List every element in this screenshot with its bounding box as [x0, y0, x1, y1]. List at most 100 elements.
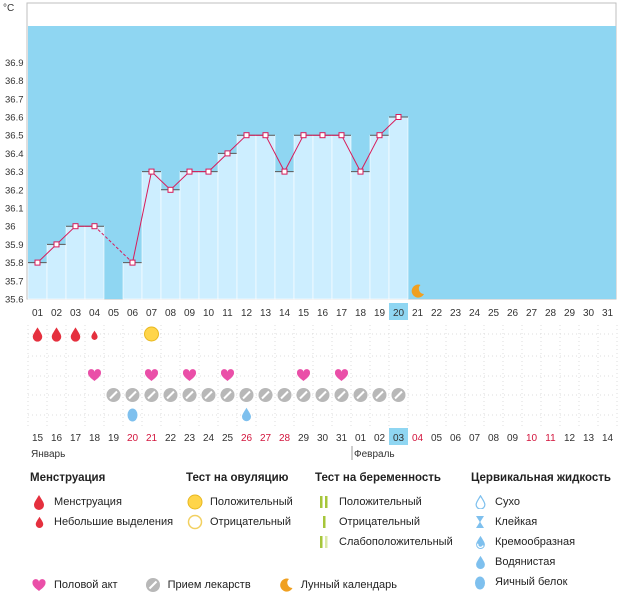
blood-drop-icon	[30, 493, 48, 511]
day-label: 27	[526, 308, 538, 319]
temperature-column	[179, 171, 200, 300]
y-tick-label: 36.3	[5, 167, 24, 178]
y-tick-label: 36	[5, 222, 16, 233]
day-label: 30	[583, 308, 595, 319]
legend-pregnancy: Тест на беременность Положительный Отриц…	[315, 472, 453, 552]
date-label: 06	[450, 433, 462, 444]
day-label: 18	[355, 308, 367, 319]
y-tick-label: 36.4	[5, 149, 24, 160]
pregnancy-weak-icon	[315, 533, 333, 551]
date-label: 11	[545, 433, 556, 444]
temperature-point	[300, 132, 307, 139]
blood-drop-icon	[70, 327, 81, 342]
blood-drop-icon	[32, 327, 43, 342]
temperature-point	[34, 259, 41, 266]
day-label: 23	[450, 308, 462, 319]
temperature-line	[170, 171, 190, 191]
temperature-point	[395, 114, 402, 120]
temperature-point	[129, 259, 136, 266]
day-label: 09	[184, 308, 196, 319]
y-tick-label: 36.8	[5, 76, 24, 87]
heart-icon	[182, 369, 197, 381]
day-label: 26	[507, 308, 519, 319]
temperature-column	[122, 262, 143, 300]
legend-ovulation: Тест на овуляцию Положительный Отрицател…	[186, 472, 293, 532]
date-label: 14	[602, 433, 614, 444]
day-axis-background	[27, 300, 616, 322]
day-label: 07	[146, 308, 158, 319]
temperature-column	[350, 171, 371, 300]
today-date-label: 03	[393, 433, 405, 444]
temperature-column	[198, 171, 219, 300]
day-label: 25	[488, 308, 500, 319]
y-tick-label: 36.7	[5, 94, 24, 105]
date-label: 20	[127, 433, 139, 444]
day-label: 14	[279, 308, 291, 319]
day-label: 17	[336, 308, 348, 319]
temperature-point	[167, 186, 174, 193]
temperature-column	[141, 171, 162, 300]
legend-label: Менструация	[54, 496, 122, 508]
temperature-point	[91, 223, 98, 230]
temperature-point	[243, 132, 250, 139]
dry-drop-icon	[471, 493, 489, 511]
legend-title: Тест на овуляцию	[186, 472, 289, 484]
temperature-line	[341, 134, 361, 172]
legend-label: Лунный календарь	[300, 579, 397, 591]
temperature-point	[319, 132, 326, 139]
date-label: 24	[203, 433, 215, 444]
temperature-line	[37, 244, 57, 263]
legend-label: Отрицательный	[339, 516, 420, 528]
pill-icon-stroke	[147, 390, 156, 400]
heart-icon	[144, 369, 159, 381]
temperature-column	[160, 189, 181, 300]
day-label: 10	[203, 308, 215, 319]
temperature-line	[227, 134, 247, 154]
day-label: 16	[317, 308, 329, 319]
month-label: Январь	[31, 449, 65, 460]
day-label: 22	[431, 308, 443, 319]
date-label: 19	[108, 433, 120, 444]
legend-label: Клейкая	[495, 516, 538, 528]
day-label: 04	[89, 308, 101, 319]
day-label: 02	[51, 308, 63, 319]
date-label: 10	[526, 433, 538, 444]
temperature-column	[388, 116, 409, 300]
pill-icon-stroke	[280, 390, 289, 400]
date-label: 13	[583, 433, 595, 444]
date-label: 08	[488, 433, 500, 444]
temperature-line	[360, 134, 380, 172]
day-label: 15	[298, 308, 310, 319]
legend-menstruation: Менструация Менструация Небольшие выделе…	[30, 472, 173, 532]
day-label: 19	[374, 308, 386, 319]
pill-icon-stroke	[261, 390, 270, 400]
legend-label: Половой акт	[54, 579, 118, 591]
date-label: 04	[412, 433, 424, 444]
temperature-line	[56, 225, 76, 245]
temperature-line	[379, 116, 399, 136]
pill-icon-stroke	[204, 390, 213, 400]
temperature-point	[53, 241, 60, 248]
temperature-line	[151, 171, 171, 191]
date-label: 21	[146, 433, 158, 444]
y-tick-label: 35.9	[5, 240, 24, 251]
pill-icon-stroke	[185, 390, 194, 400]
temperature-point	[186, 168, 193, 175]
pill-icon-stroke	[223, 390, 232, 400]
temperature-line	[265, 134, 285, 172]
ovulation-positive-icon	[186, 493, 204, 511]
temperature-point	[205, 168, 212, 175]
date-label: 27	[260, 433, 272, 444]
pill-icon-stroke	[299, 390, 308, 400]
y-tick-label: 36.2	[5, 185, 24, 196]
day-label: 29	[564, 308, 576, 319]
y-tick-label: 35.6	[5, 295, 24, 306]
temperature-column	[312, 134, 333, 300]
temperature-point	[376, 132, 383, 139]
temperature-line	[132, 171, 152, 263]
ovulation-negative-icon	[186, 513, 204, 531]
date-label: 02	[374, 433, 386, 444]
ovulation-positive-icon	[144, 326, 159, 342]
temperature-point	[148, 168, 155, 175]
watery-drop-icon	[242, 407, 251, 422]
